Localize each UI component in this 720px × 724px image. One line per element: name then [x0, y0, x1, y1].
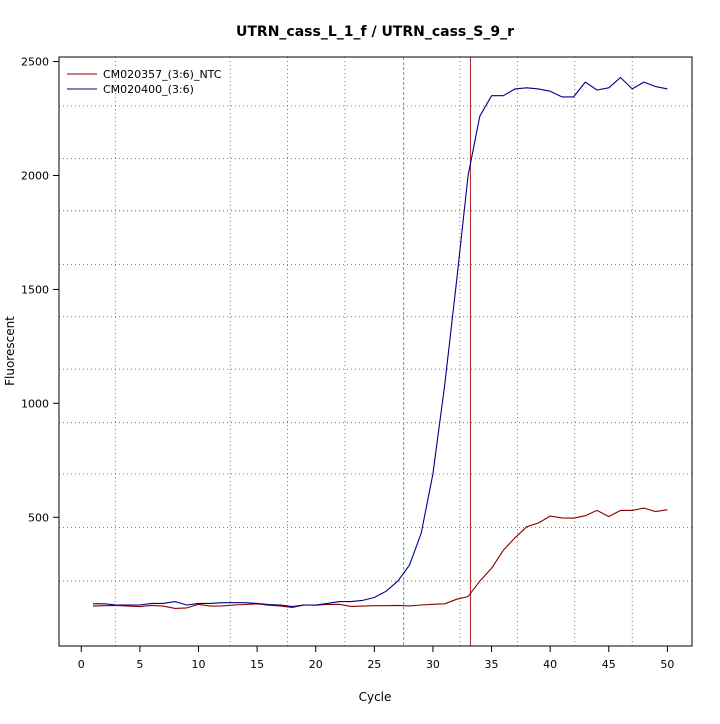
x-axis-label: Cycle [359, 690, 392, 704]
series-lines [92, 76, 668, 609]
legend-label-ntc: CM020357_(3:6)_NTC [103, 68, 222, 81]
reference-lines [403, 57, 471, 646]
x-tick-label: 15 [250, 658, 264, 671]
series-line-sample [93, 76, 668, 608]
axes: 0 5 10 15 20 25 30 35 40 45 50 500 1000 1500 2000 2500 [21, 56, 674, 671]
x-tick-label: 20 [309, 658, 323, 671]
x-tick-label: 35 [485, 658, 499, 671]
legend: CM020357_(3:6)_NTC CM020400_(3:6) [67, 68, 222, 96]
y-tick-label: 1000 [21, 397, 49, 410]
x-tick-label: 50 [660, 658, 674, 671]
x-tick-label: 40 [543, 658, 557, 671]
y-tick-label: 2500 [21, 56, 49, 69]
y-tick-label: 1500 [21, 283, 49, 296]
x-tick-label: 0 [78, 658, 85, 671]
x-tick-label: 30 [426, 658, 440, 671]
x-tick-label: 10 [191, 658, 205, 671]
legend-label-sample: CM020400_(3:6) [103, 83, 194, 96]
x-tick-label: 45 [602, 658, 616, 671]
y-axis-label: Fluorescent [3, 316, 17, 386]
x-tick-label: 5 [136, 658, 143, 671]
y-tick-label: 2000 [21, 169, 49, 182]
x-tick-label: 25 [367, 658, 381, 671]
series-line-ntc [92, 507, 668, 609]
plot-frame [58, 56, 693, 647]
grid-lines [59, 57, 692, 646]
chart-title: UTRN_cass_L_1_f / UTRN_cass_S_9_r [236, 24, 514, 40]
y-tick-label: 500 [28, 511, 49, 524]
